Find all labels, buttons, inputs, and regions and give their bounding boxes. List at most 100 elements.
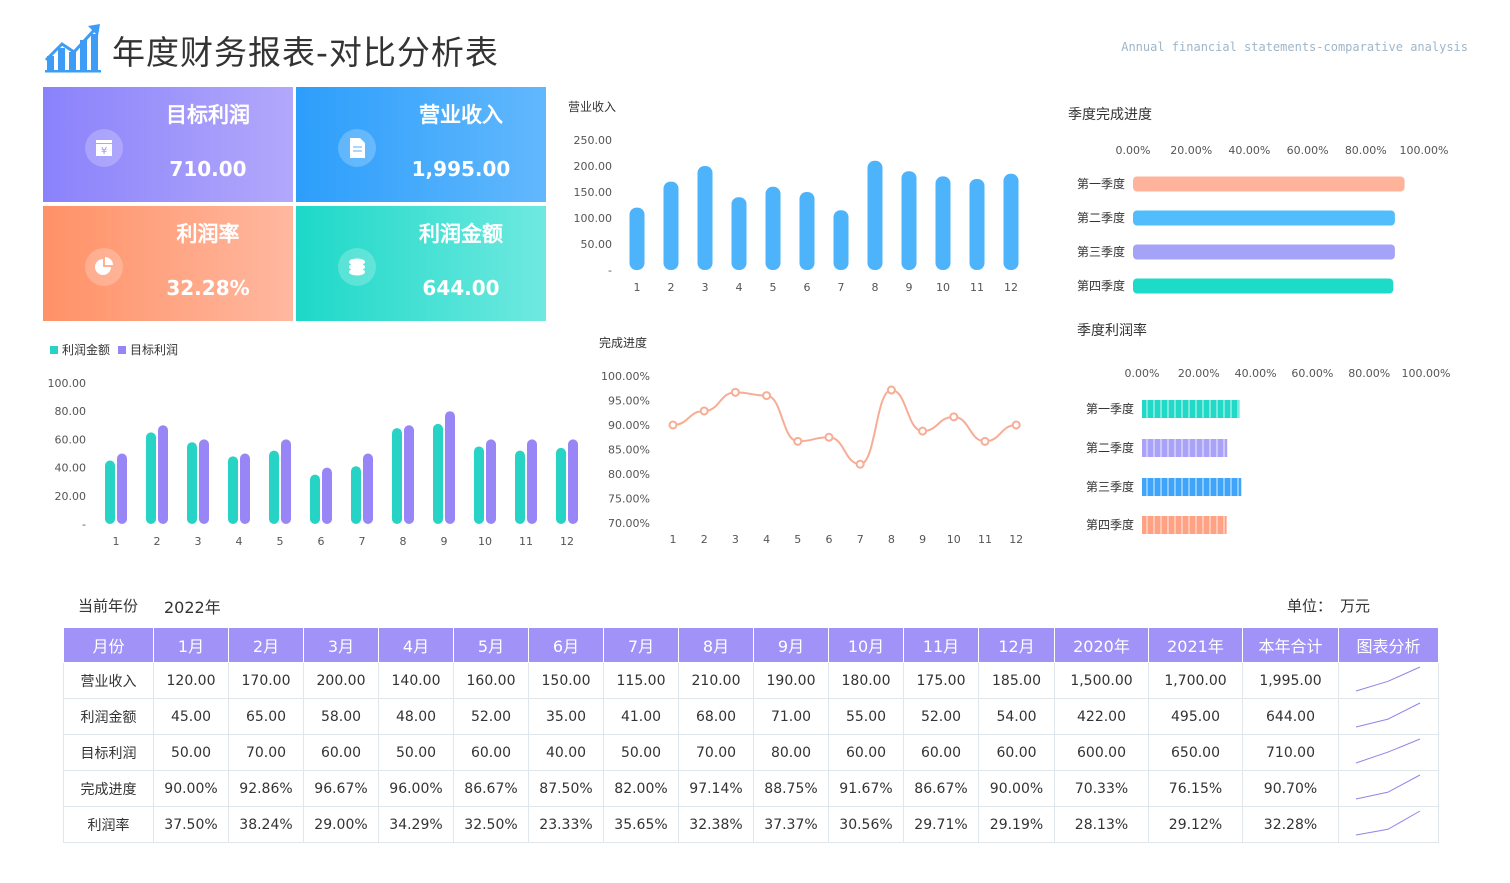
x-tick-label: 2 bbox=[154, 535, 161, 548]
table-cell: 120.00 bbox=[153, 662, 229, 699]
bar-profit bbox=[515, 450, 525, 524]
table-cell: 170.00 bbox=[228, 662, 304, 699]
table-cell: 88.75% bbox=[753, 770, 829, 807]
row-label: 利润率 bbox=[63, 806, 154, 843]
x-tick-label: 10 bbox=[936, 281, 950, 294]
sparkline bbox=[1355, 666, 1420, 691]
sparkline bbox=[1355, 702, 1420, 727]
column-header: 图表分析 bbox=[1338, 627, 1439, 663]
bar-chart-trend-icon bbox=[44, 24, 101, 73]
bar bbox=[1003, 173, 1019, 270]
column-header: 2020年 bbox=[1054, 627, 1149, 663]
document-icon bbox=[338, 129, 376, 167]
x-tick-label: 3 bbox=[702, 281, 709, 294]
y-category-label: 第三季度 bbox=[1077, 244, 1125, 259]
x-tick-label: 2 bbox=[668, 281, 675, 294]
y-category-label: 第三季度 bbox=[1086, 479, 1134, 494]
y-tick-label: 20.00 bbox=[55, 490, 87, 503]
bar-profit bbox=[228, 456, 238, 524]
table-cell: 97.14% bbox=[678, 770, 754, 807]
kpi-card: 利润金额 644.00 bbox=[296, 206, 546, 321]
x-tick-label: 4 bbox=[736, 281, 743, 294]
y-tick-label: 100.00% bbox=[601, 370, 650, 383]
kpi-label: 利润金额 bbox=[419, 222, 503, 246]
page-title: 年度财务报表-对比分析表 bbox=[112, 33, 499, 72]
table-cell: 600.00 bbox=[1054, 734, 1149, 771]
table-cell: 92.86% bbox=[228, 770, 304, 807]
bar-target bbox=[199, 439, 209, 524]
bar-target bbox=[445, 411, 455, 524]
data-point bbox=[949, 412, 959, 422]
table-cell: 37.50% bbox=[153, 806, 229, 843]
progress-bar bbox=[1133, 210, 1395, 226]
table-cell: 96.00% bbox=[378, 770, 454, 807]
table-cell: 160.00 bbox=[453, 662, 529, 699]
data-point bbox=[918, 426, 928, 436]
data-point bbox=[980, 436, 990, 446]
table-cell: 60.00 bbox=[453, 734, 529, 771]
kpi-value: 710.00 bbox=[169, 157, 247, 181]
data-point bbox=[668, 420, 678, 430]
sparkline-cell bbox=[1338, 662, 1439, 699]
table-cell: 34.29% bbox=[378, 806, 454, 843]
data-point bbox=[886, 385, 896, 395]
progress-chart-title: 完成进度 bbox=[599, 336, 648, 350]
x-tick-label: 8 bbox=[400, 535, 407, 548]
bar-target bbox=[240, 453, 250, 524]
table-cell: 52.00 bbox=[903, 698, 979, 735]
bar-profit bbox=[269, 450, 279, 524]
unit-label: 单位： bbox=[1287, 597, 1333, 615]
x-tick-label: 8 bbox=[888, 533, 895, 546]
progress-bar bbox=[1133, 278, 1394, 294]
sparkline bbox=[1355, 774, 1420, 799]
sparkline-path bbox=[1355, 666, 1420, 691]
table-cell: 644.00 bbox=[1242, 698, 1339, 735]
data-point bbox=[855, 459, 865, 469]
sparkline-path bbox=[1355, 810, 1420, 835]
y-tick-label: 70.00% bbox=[608, 517, 650, 530]
table-cell: 35.00 bbox=[528, 698, 604, 735]
x-tick-label: 5 bbox=[794, 533, 801, 546]
x-tick-label: 11 bbox=[978, 533, 992, 546]
page-subtitle: Annual financial statements-comparative … bbox=[1121, 40, 1468, 54]
y-category-label: 第四季度 bbox=[1077, 278, 1125, 293]
column-header: 2021年 bbox=[1148, 627, 1243, 663]
column-header: 12月 bbox=[978, 627, 1055, 663]
y-category-label: 第二季度 bbox=[1086, 440, 1134, 455]
table-cell: 90.00% bbox=[153, 770, 229, 807]
table-cell: 80.00 bbox=[753, 734, 829, 771]
legend-label: 利润金额 bbox=[62, 343, 111, 357]
y-tick-label: 50.00 bbox=[581, 238, 613, 251]
x-tick-label: 12 bbox=[1004, 281, 1018, 294]
column-header: 月份 bbox=[63, 627, 154, 663]
row-label: 营业收入 bbox=[63, 662, 154, 699]
current-year-value: 2022年 bbox=[164, 598, 221, 617]
x-tick-label: 100.00% bbox=[1402, 367, 1451, 380]
x-tick-label: 3 bbox=[195, 535, 202, 548]
bar-target bbox=[281, 439, 291, 524]
x-tick-label: 20.00% bbox=[1170, 144, 1212, 157]
kpi-card: 利润率 32.28% bbox=[43, 206, 293, 321]
table-cell: 32.38% bbox=[678, 806, 754, 843]
x-tick-label: 11 bbox=[519, 535, 533, 548]
table-cell: 86.67% bbox=[453, 770, 529, 807]
bar-target bbox=[117, 453, 127, 524]
column-header: 1月 bbox=[153, 627, 229, 663]
column-header: 3月 bbox=[303, 627, 379, 663]
column-header: 9月 bbox=[753, 627, 829, 663]
kpi-value: 32.28% bbox=[166, 276, 250, 300]
y-tick-label: - bbox=[608, 264, 612, 277]
column-header: 本年合计 bbox=[1242, 627, 1339, 663]
table-cell: 185.00 bbox=[978, 662, 1055, 699]
table-cell: 115.00 bbox=[603, 662, 679, 699]
y-tick-label: 200.00 bbox=[574, 160, 613, 173]
table-cell: 50.00 bbox=[603, 734, 679, 771]
column-header: 10月 bbox=[828, 627, 904, 663]
table-cell: 30.56% bbox=[828, 806, 904, 843]
x-tick-label: 8 bbox=[872, 281, 879, 294]
y-tick-label: 95.00% bbox=[608, 395, 650, 408]
bar bbox=[629, 207, 645, 270]
bar bbox=[697, 166, 713, 270]
quarter-profit-rate-chart: 0.00% 20.00% 40.00% 60.00% 80.00% 100.00% 第一季度… bbox=[1086, 367, 1451, 534]
